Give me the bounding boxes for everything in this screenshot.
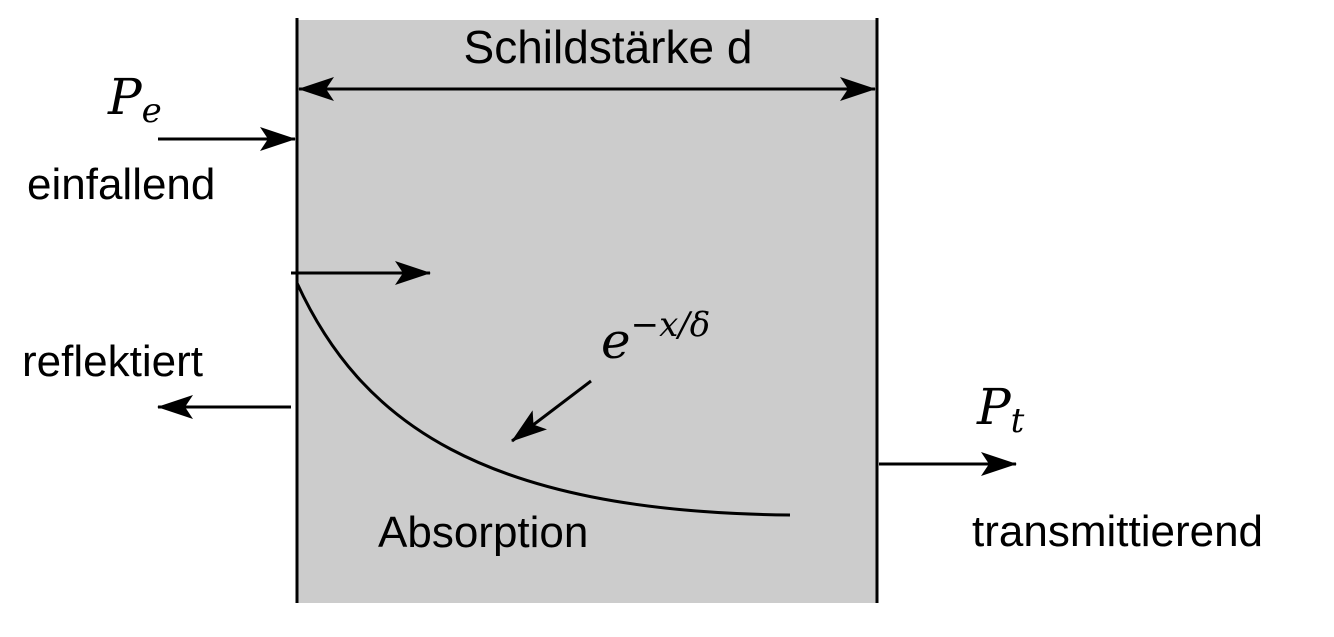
decay-formula: e−x/δ <box>601 305 710 370</box>
absorption-label: Absorption <box>378 508 588 557</box>
decay-pointer-arrow <box>511 379 592 443</box>
incident-symbol-sub: e <box>142 91 162 131</box>
decay-curve <box>295 282 791 517</box>
decay-exponent: −x/δ <box>631 305 711 345</box>
transmitted-symbol-base: P <box>976 378 1012 436</box>
shield-block <box>297 20 877 603</box>
reflected-label: reflektiert <box>22 337 203 386</box>
incident-power-symbol: Pe <box>107 68 162 131</box>
transmitted-label: transmittierend <box>972 507 1263 556</box>
transmitted-power-symbol: Pt <box>976 378 1025 441</box>
incident-label: einfallend <box>27 160 215 209</box>
incident-symbol-base: P <box>107 68 143 126</box>
thickness-label: Schildstärke d <box>464 21 753 73</box>
decay-base: e <box>601 312 631 370</box>
transmitted-symbol-sub: t <box>1011 401 1025 441</box>
